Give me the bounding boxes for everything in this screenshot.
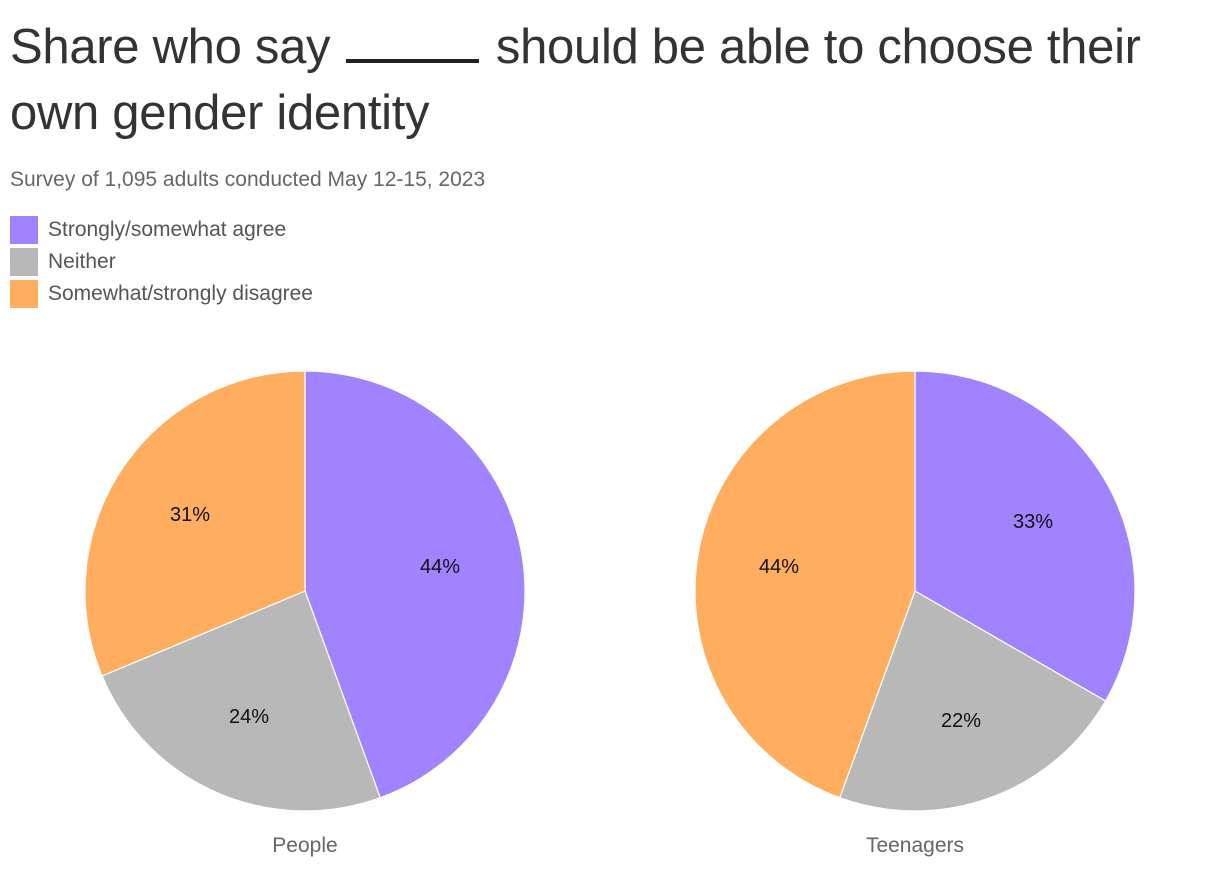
slice-label-teenagers-neither: 22% xyxy=(941,710,981,732)
pie-teenagers: 33% 22% 44% Teenagers xyxy=(694,370,1136,857)
pie-name-teenagers: Teenagers xyxy=(866,834,964,857)
title-blank-line xyxy=(345,59,479,63)
chart-title: Share who say should be able to choose t… xyxy=(10,14,1200,146)
legend-item-disagree: Somewhat/strongly disagree xyxy=(10,278,313,310)
title-part-2: should be able to choose their own gende… xyxy=(10,20,1141,140)
title-part-1: Share who say xyxy=(10,20,331,74)
legend-item-neither: Neither xyxy=(10,246,313,278)
slice-label-people-somewhat-strongly-disagree: 31% xyxy=(170,504,210,526)
legend: Strongly/somewhat agree Neither Somewhat… xyxy=(10,214,313,310)
slice-label-teenagers-strongly-somewhat-agree: 33% xyxy=(1013,511,1053,533)
legend-label-neither: Neither xyxy=(48,250,116,273)
pie-slice-teenagers-strongly-somewhat-agree xyxy=(914,370,1136,702)
chart-subtitle: Survey of 1,095 adults conducted May 12-… xyxy=(10,168,486,191)
pie-name-people: People xyxy=(272,834,337,857)
slice-label-people-neither: 24% xyxy=(229,706,269,728)
slice-label-teenagers-somewhat-strongly-disagree: 44% xyxy=(759,556,799,578)
pie-slice-people-neither xyxy=(101,590,382,812)
legend-label-agree: Strongly/somewhat agree xyxy=(48,218,287,241)
pie-slice-teenagers-neither xyxy=(838,590,1107,812)
legend-swatch-disagree xyxy=(10,280,38,308)
pie-slice-people-somewhat-strongly-disagree xyxy=(84,370,306,677)
pie-slice-teenagers-somewhat-strongly-disagree xyxy=(694,370,916,799)
slice-label-people-strongly-somewhat-agree: 44% xyxy=(420,556,460,578)
legend-swatch-neither xyxy=(10,248,38,276)
pie-slice-people-strongly-somewhat-agree xyxy=(304,370,526,799)
pie-people: 44% 24% 31% People xyxy=(84,370,526,857)
legend-label-disagree: Somewhat/strongly disagree xyxy=(48,282,313,305)
legend-item-agree: Strongly/somewhat agree xyxy=(10,214,313,246)
legend-swatch-agree xyxy=(10,216,38,244)
